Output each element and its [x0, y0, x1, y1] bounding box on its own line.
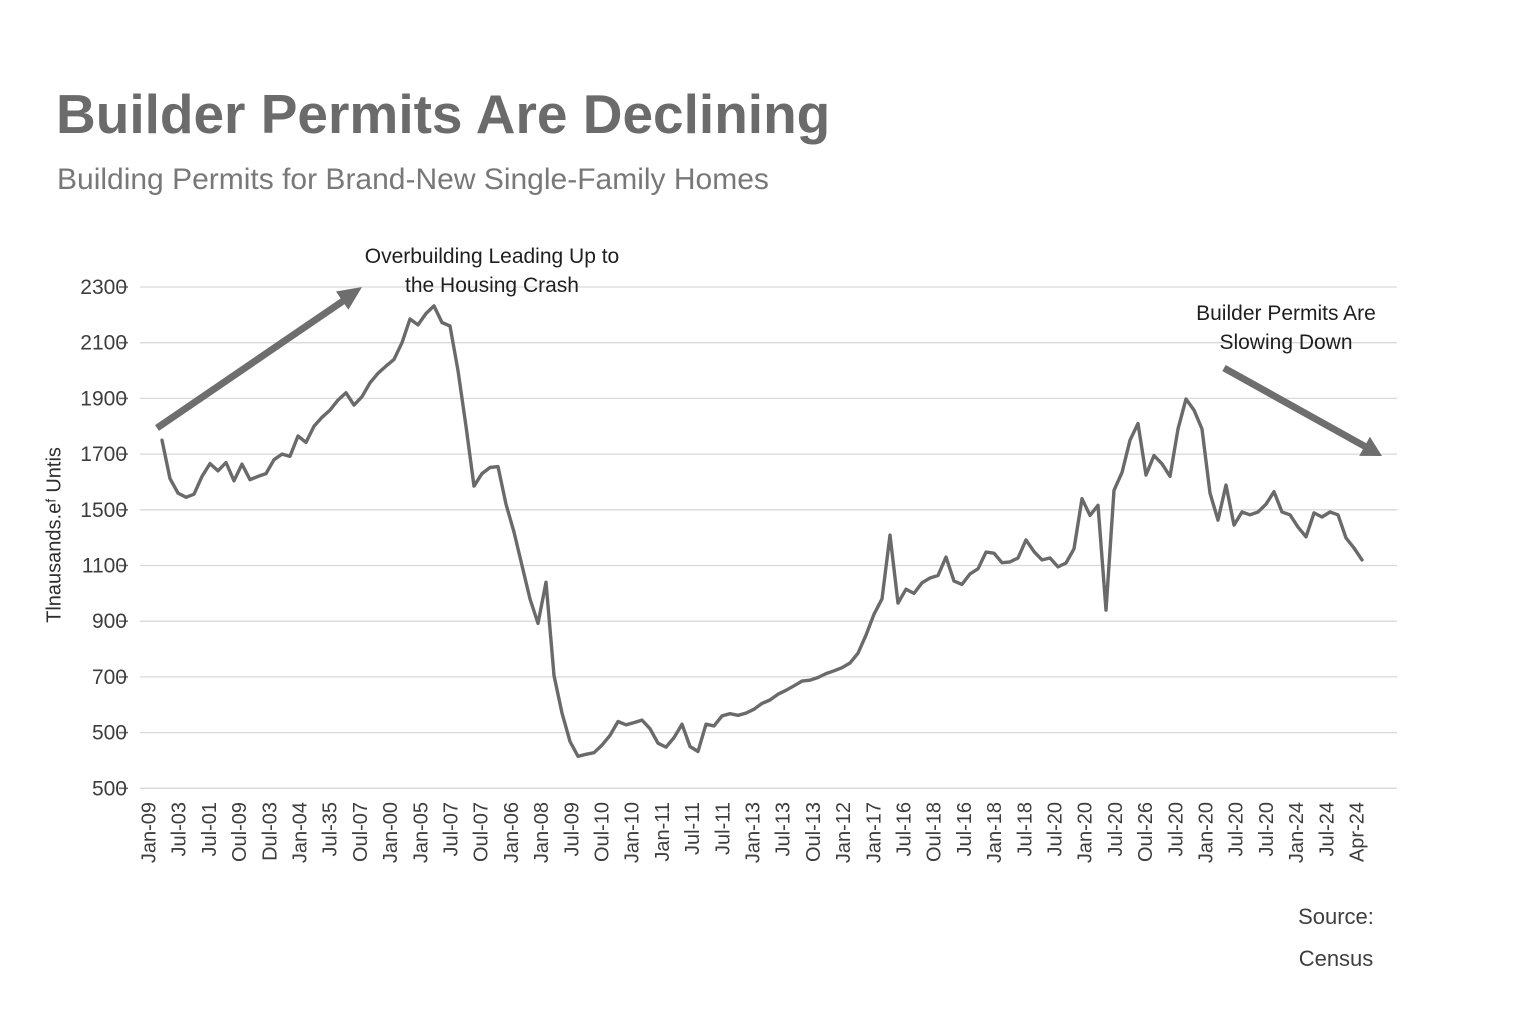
x-tick-label: Jul-16: [894, 802, 916, 856]
y-tick-label: 1100: [82, 555, 127, 578]
x-tick-label: Jul-35: [320, 802, 342, 856]
x-tick-label: Apr-24: [1347, 802, 1369, 862]
page-title: Builder Permits Are Declining: [56, 83, 831, 145]
x-tick-label: Oul-07: [350, 802, 372, 862]
y-tick-label: 1700: [80, 443, 127, 466]
x-tick-label: Jul-07: [441, 802, 463, 856]
x-tick-label: Jul-11: [682, 802, 704, 855]
permits-line-series: [160, 304, 1364, 758]
x-tick-label: Jul-24: [1316, 802, 1338, 856]
x-tick-label: Jan-24: [1286, 802, 1308, 863]
x-tick-label: Oul-09: [229, 802, 251, 862]
x-tick-label: Jul-18: [1014, 802, 1036, 856]
annotation-slowing-line1: Builder Permits Are: [1196, 302, 1376, 325]
y-tick-label: 700: [92, 666, 127, 689]
page-subtitle: Building Permits for Brand-New Single-Fa…: [57, 163, 769, 196]
x-tick-label: Jan-08: [531, 802, 553, 863]
x-tick-label: Jan-12: [833, 802, 855, 863]
x-tick-label: Oul-13: [803, 802, 825, 862]
x-tick-label: Dul-03: [259, 802, 281, 861]
source-label: Source:: [1298, 904, 1374, 929]
x-tick-label: Oul-26: [1135, 802, 1157, 862]
y-axis-title: Tlnausands.eᶠ Untis: [43, 447, 66, 623]
x-tick-label: Jul-20: [1105, 802, 1127, 856]
x-tick-label: Jul-01: [199, 802, 221, 856]
source-name: Census: [1298, 946, 1374, 972]
x-tick-label: Jan-09: [139, 802, 161, 863]
x-axis-ticks: Jan-09 Jul-03 Jul-01 Oul-09 Dul-03 Jan-04 Jul-…: [139, 802, 1369, 863]
annotation-overbuilding-line1: Overbuilding Leading Up to: [364, 245, 620, 268]
x-tick-label: Jan-06: [501, 802, 523, 863]
y-tick-label: 500: [92, 777, 127, 800]
x-tick-label: Oul-07: [471, 802, 493, 862]
x-tick-label: Jan-10: [622, 802, 644, 863]
down-arrow: [1222, 364, 1382, 456]
x-tick-label: Jan-00: [380, 802, 402, 863]
annotation-slowing-line2: Slowing Down: [1219, 330, 1353, 354]
y-tick-label: 500: [92, 722, 127, 745]
y-axis-ticks: 2300 2100 1900 1700 1500 1100 900 700 500 500: [80, 276, 128, 800]
x-tick-label: Jul-20: [1045, 802, 1067, 856]
annotation-overbuilding-line2: the Housing Crash: [405, 273, 579, 297]
x-tick-label: Jan-05: [410, 802, 432, 863]
x-tick-label: Jan-11: [652, 802, 674, 862]
y-tick-label: 2100: [80, 332, 127, 355]
x-tick-label: Jul-20: [1226, 802, 1248, 856]
x-tick-label: Jan-20: [1196, 802, 1218, 863]
annotation-overbuilding: Overbuilding Leading Up to the Housing C…: [352, 243, 632, 301]
x-tick-label: Jul-16: [954, 802, 976, 856]
x-tick-label: Jul-03: [169, 802, 191, 856]
annotation-slowing-down: Builder Permits Are Slowing Down: [1182, 300, 1390, 358]
x-tick-label: Jul-13: [773, 802, 795, 856]
y-tick-label: 1500: [80, 499, 127, 522]
y-tick-label: 900: [92, 610, 127, 633]
source-note: Source: Census: [1270, 896, 1402, 980]
x-tick-label: Jan-17: [863, 802, 885, 863]
y-tick-label: 2300: [80, 276, 127, 299]
x-tick-label: Oul-18: [924, 802, 946, 862]
x-tick-label: Oul-10: [592, 802, 614, 862]
gridlines: [140, 286, 1397, 789]
x-tick-label: Jan-20: [1075, 802, 1097, 863]
x-tick-label: Jan-18: [984, 802, 1006, 863]
up-arrow: [155, 287, 362, 431]
x-tick-label: Jan-13: [743, 802, 765, 863]
y-tick-label: 1900: [80, 387, 127, 410]
x-tick-label: Jul-20: [1165, 802, 1187, 856]
x-tick-label: Jul-11: [712, 802, 734, 855]
x-tick-label: Jul-20: [1256, 802, 1278, 856]
x-tick-label: Jan-04: [290, 802, 312, 863]
x-tick-label: Jul-09: [561, 802, 583, 856]
